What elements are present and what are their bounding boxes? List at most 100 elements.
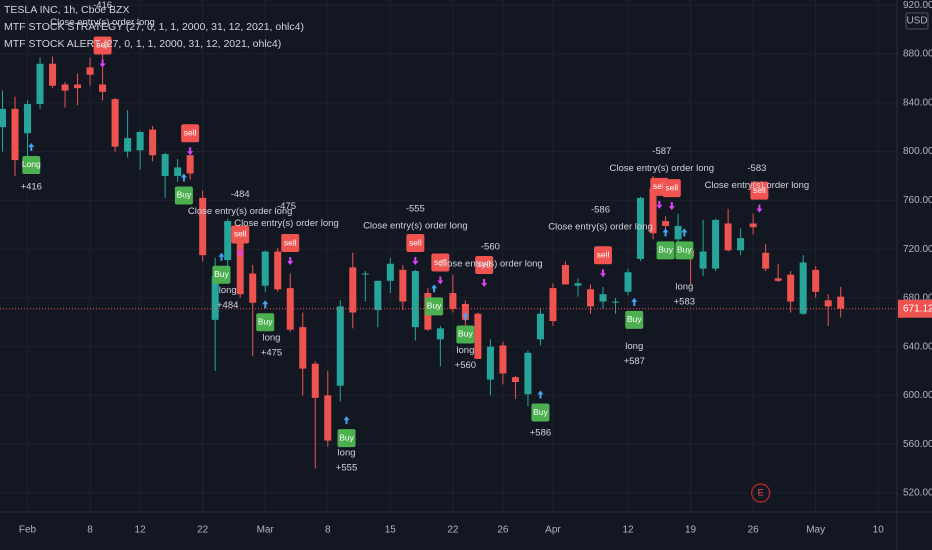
signal-arrow <box>668 202 675 211</box>
candle-body <box>349 267 357 313</box>
signal-label: Buy <box>339 432 354 442</box>
candle-body <box>136 132 144 151</box>
candle-body <box>0 108 7 128</box>
signal-box <box>656 241 675 260</box>
exit-note: -555 <box>406 203 425 214</box>
signal-arrow <box>237 248 244 257</box>
signal-arrow <box>437 276 444 285</box>
exit-note: -475 <box>277 201 296 212</box>
plot <box>0 54 897 469</box>
indicator-legend: MTF STOCK STRATEGY (27, 0, 1, 1, 2000, 3… <box>4 21 304 33</box>
candle-body <box>149 129 157 156</box>
y-tick-label: 640.00 <box>903 341 932 352</box>
x-tick-label: 12 <box>135 525 147 536</box>
signal-label: Buy <box>627 314 642 324</box>
candle-body <box>324 395 332 441</box>
x-tick-label: Apr <box>545 525 561 536</box>
candle-body <box>436 328 444 340</box>
candle-body <box>86 67 94 75</box>
signal-box <box>212 265 231 284</box>
signal-label: sell <box>284 237 297 247</box>
x-tick-label: 22 <box>447 525 459 536</box>
candle-body <box>536 313 544 340</box>
signal-arrow <box>656 200 663 209</box>
earnings-label: E <box>758 487 764 497</box>
candle-body <box>699 251 707 269</box>
exit-note: Close entry(s) order long <box>438 258 543 269</box>
candle-body <box>799 262 807 314</box>
y-tick-label: 680.00 <box>903 293 932 304</box>
currency: USD <box>906 16 927 27</box>
candle-body <box>186 155 194 174</box>
candle-body <box>261 251 269 286</box>
candle-body <box>637 197 645 259</box>
candle-body <box>524 352 532 395</box>
signal-label: Buy <box>177 190 192 200</box>
entry-note: +416 <box>21 181 42 192</box>
signal-box <box>750 181 769 200</box>
signal-label: sell <box>653 181 666 191</box>
x-tick-label: 12 <box>622 525 634 536</box>
candle-body <box>61 84 69 91</box>
candle-body <box>274 251 282 290</box>
candle-body <box>224 221 232 261</box>
x-tick-label: 8 <box>325 525 331 536</box>
indicator-legend: MTF STOCK ALERT (27, 0, 1, 1, 2000, 31, … <box>4 38 281 50</box>
signal-arrow <box>287 257 294 266</box>
signal-arrow <box>343 416 350 425</box>
axes: 520.00 560.00 600.00 640.00 680.00 720.00 760.… <box>19 0 932 536</box>
signal-label: sell <box>234 229 247 239</box>
y-tick-label: 880.00 <box>903 49 932 60</box>
x-tick-label: 10 <box>873 525 885 536</box>
signal-box <box>456 325 475 344</box>
signal-box <box>431 253 450 272</box>
candle-body <box>474 313 482 359</box>
candle-body <box>386 263 394 281</box>
y-tick-label: 520.00 <box>903 488 932 499</box>
currency-box[interactable] <box>905 12 929 30</box>
signal-arrow <box>462 312 469 321</box>
signal-label: sell <box>96 40 109 50</box>
candle-body <box>674 225 682 240</box>
signal-arrow <box>180 173 187 182</box>
candle-body <box>762 252 770 269</box>
signal-label: sell <box>409 237 422 247</box>
x-tick-label: 19 <box>685 525 697 536</box>
signal-label: sell <box>478 259 491 269</box>
signal-box <box>662 179 681 198</box>
candle-body <box>111 99 119 147</box>
candle-body <box>199 197 207 256</box>
candle-body <box>486 346 494 380</box>
exit-note: Close entry(s) order long <box>363 220 468 231</box>
entry-note: +560 <box>455 360 476 371</box>
candle-body <box>286 288 294 330</box>
x-tick-label: May <box>806 525 825 536</box>
candle-body <box>161 154 169 176</box>
signal-box <box>675 241 694 260</box>
signal-label: Buy <box>533 407 548 417</box>
x-tick-label: 8 <box>87 525 93 536</box>
signal-label: Long <box>22 159 41 169</box>
signal-arrow <box>681 228 688 237</box>
entry-note: +484 <box>217 300 238 311</box>
entry-note: +475 <box>261 348 282 359</box>
signal-label: Buy <box>214 269 229 279</box>
exit-note: -586 <box>591 205 610 216</box>
candle-body <box>74 84 82 89</box>
candle-body <box>11 108 19 161</box>
y-tick-label: 840.00 <box>903 97 932 108</box>
exit-note: Close entry(s) order long <box>234 218 339 229</box>
x-tick-label: Mar <box>257 525 275 536</box>
candle-body <box>712 219 720 269</box>
signal-arrow <box>600 269 607 278</box>
signal-box <box>594 246 613 265</box>
signal-box <box>625 310 644 329</box>
candle-body <box>612 301 620 303</box>
signal-label: sell <box>184 128 197 138</box>
signal-label: Buy <box>258 317 273 327</box>
candle-body <box>837 296 845 309</box>
y-tick-label: 800.00 <box>903 146 932 157</box>
signal-label: Buy <box>427 301 442 311</box>
signal-label: Buy <box>677 245 692 255</box>
